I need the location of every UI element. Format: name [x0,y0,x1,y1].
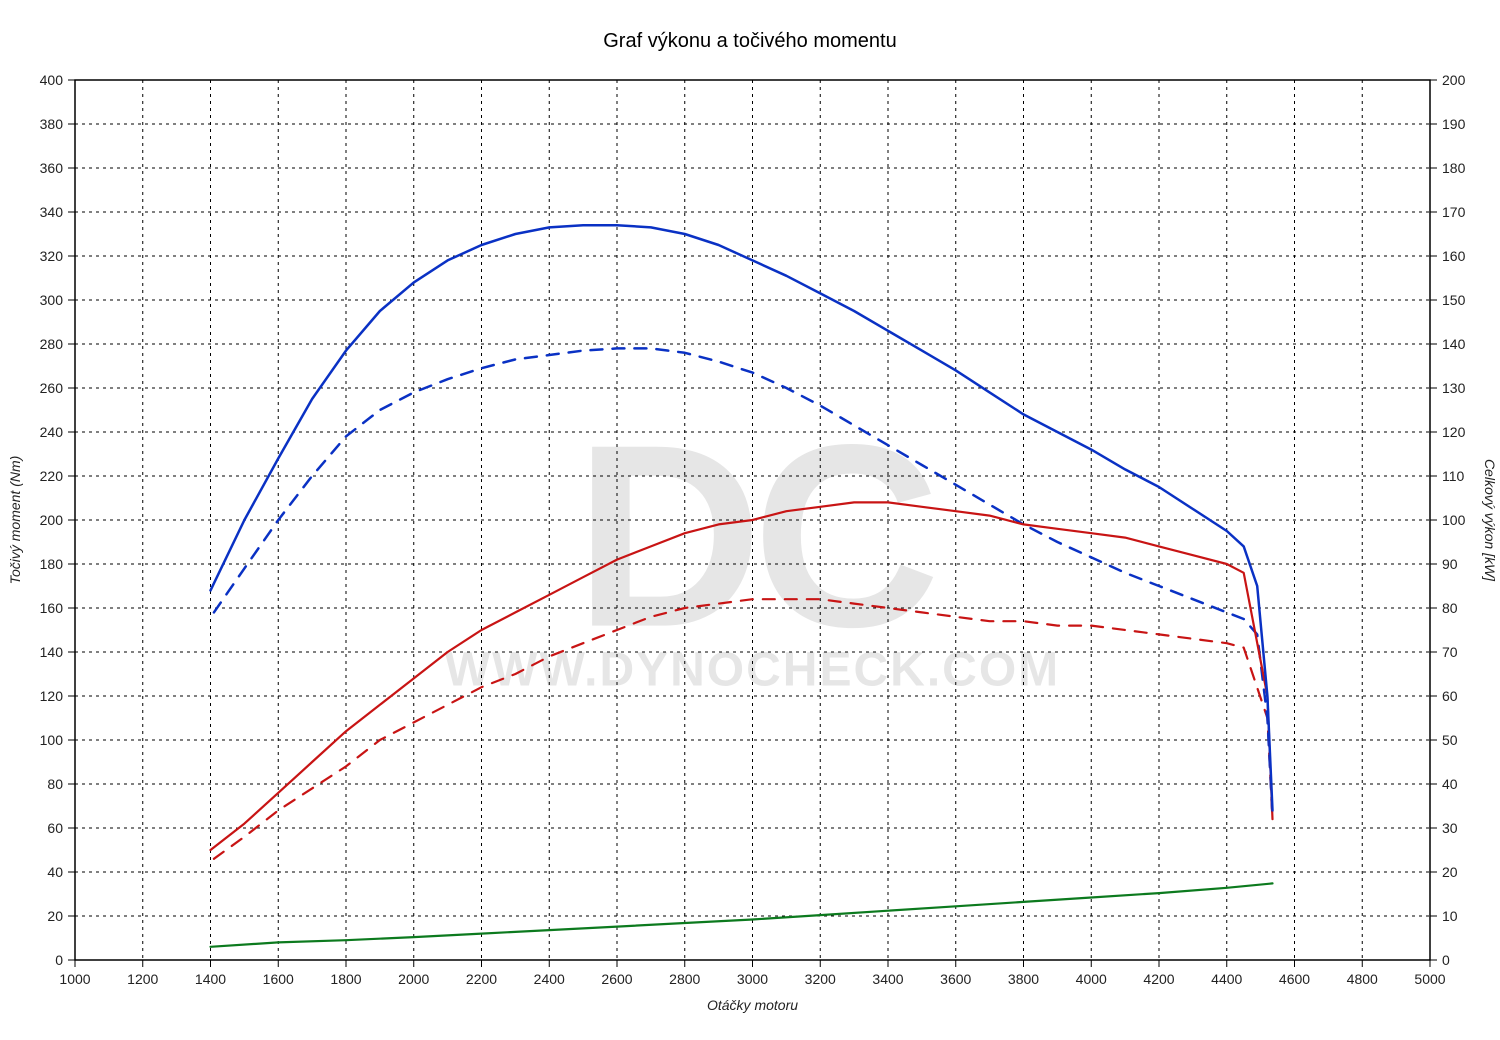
x-axis-label: Otáčky motoru [707,997,798,1013]
dyno-chart: DCWWW.DYNOCHECK.COM100012001400160018002… [0,0,1500,1040]
tick-label-yr: 90 [1442,556,1458,572]
tick-label-yl: 280 [40,336,64,352]
tick-label-x: 3400 [872,971,903,987]
tick-label-yr: 180 [1442,160,1466,176]
tick-label-yr: 190 [1442,116,1466,132]
tick-label-x: 2800 [669,971,700,987]
tick-label-x: 3600 [940,971,971,987]
tick-label-yl: 340 [40,204,64,220]
tick-label-yl: 20 [47,908,63,924]
tick-label-x: 2000 [398,971,429,987]
tick-label-x: 1800 [330,971,361,987]
tick-label-yl: 40 [47,864,63,880]
tick-label-x: 1200 [127,971,158,987]
tick-label-x: 3000 [737,971,768,987]
tick-label-x: 4800 [1347,971,1378,987]
tick-label-yr: 160 [1442,248,1466,264]
tick-label-yr: 0 [1442,952,1450,968]
tick-label-yl: 400 [40,72,64,88]
tick-label-x: 3200 [805,971,836,987]
tick-label-x: 5000 [1414,971,1445,987]
tick-label-x: 1600 [263,971,294,987]
tick-label-x: 2600 [601,971,632,987]
tick-label-yl: 60 [47,820,63,836]
tick-label-yl: 160 [40,600,64,616]
tick-label-x: 2200 [466,971,497,987]
tick-label-x: 1400 [195,971,226,987]
tick-label-yl: 260 [40,380,64,396]
tick-label-yl: 80 [47,776,63,792]
tick-label-yl: 240 [40,424,64,440]
tick-label-yl: 180 [40,556,64,572]
tick-label-yl: 220 [40,468,64,484]
tick-label-yr: 110 [1442,468,1465,484]
tick-label-yr: 140 [1442,336,1466,352]
tick-label-yr: 30 [1442,820,1458,836]
tick-label-x: 4000 [1076,971,1107,987]
tick-label-yr: 60 [1442,688,1458,704]
tick-label-yl: 360 [40,160,64,176]
tick-label-x: 4600 [1279,971,1310,987]
tick-label-yl: 0 [55,952,63,968]
tick-label-yl: 380 [40,116,64,132]
tick-label-yl: 200 [40,512,64,528]
tick-label-x: 4400 [1211,971,1242,987]
tick-label-x: 3800 [1008,971,1039,987]
tick-label-yl: 140 [40,644,64,660]
tick-label-yl: 120 [40,688,64,704]
tick-label-yr: 100 [1442,512,1466,528]
tick-label-yr: 120 [1442,424,1466,440]
tick-label-yr: 20 [1442,864,1458,880]
tick-label-x: 1000 [59,971,90,987]
watermark-logo: DC [575,392,936,682]
y-right-axis-label: Celkový výkon [kW] [1482,459,1498,582]
tick-label-yr: 70 [1442,644,1458,660]
tick-label-yr: 170 [1442,204,1466,220]
y-left-axis-label: Točivý moment (Nm) [7,456,23,585]
tick-label-yr: 40 [1442,776,1458,792]
tick-label-yl: 100 [40,732,64,748]
tick-label-yr: 130 [1442,380,1466,396]
tick-label-yr: 80 [1442,600,1458,616]
chart-wrap: Graf výkonu a točivého momentu DCWWW.DYN… [0,0,1500,1040]
tick-label-x: 4200 [1143,971,1174,987]
tick-label-yl: 320 [40,248,64,264]
tick-label-x: 2400 [534,971,565,987]
tick-label-yl: 300 [40,292,64,308]
tick-label-yr: 10 [1442,908,1458,924]
tick-label-yr: 150 [1442,292,1466,308]
tick-label-yr: 200 [1442,72,1466,88]
series-loss [211,883,1273,946]
tick-label-yr: 50 [1442,732,1458,748]
